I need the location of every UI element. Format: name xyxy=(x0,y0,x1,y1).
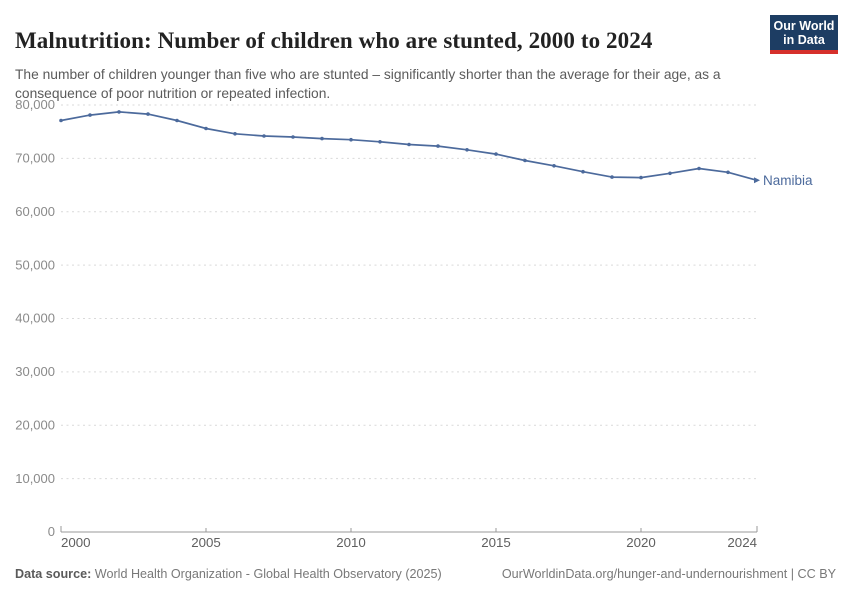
data-point-marker xyxy=(465,148,469,152)
data-point-marker xyxy=(552,164,556,168)
data-point-marker xyxy=(610,175,614,179)
y-tick-label: 60,000 xyxy=(15,204,55,219)
data-point-marker xyxy=(291,135,295,139)
y-tick-label: 10,000 xyxy=(15,471,55,486)
data-point-marker xyxy=(146,112,150,116)
data-point-marker xyxy=(726,170,730,175)
y-tick-label: 0 xyxy=(48,524,55,539)
footer-data-source: Data source: World Health Organization -… xyxy=(15,567,442,581)
data-point-marker xyxy=(88,113,92,117)
x-tick-label: 2015 xyxy=(481,535,511,550)
y-tick-label: 40,000 xyxy=(15,311,55,326)
x-tick-label: 2010 xyxy=(336,535,366,550)
x-tick-label: 2024 xyxy=(727,535,757,550)
data-point-marker xyxy=(581,169,585,174)
footer-link: OurWorldinData.org/hunger-and-undernouri… xyxy=(501,567,836,581)
page-title: Malnutrition: Number of children who are… xyxy=(15,28,653,54)
y-tick-label: 80,000 xyxy=(15,97,55,112)
chart-footer: Data source: World Health Organization -… xyxy=(15,567,836,581)
data-point-marker xyxy=(59,118,63,123)
logo-text-line1: Our World xyxy=(773,19,835,33)
data-point-marker xyxy=(320,136,324,141)
x-tick-label: 2020 xyxy=(626,535,656,550)
entity-label: Namibia xyxy=(763,173,813,188)
x-tick-label: 2005 xyxy=(191,535,221,550)
data-point-marker xyxy=(668,171,672,176)
y-tick-label: 20,000 xyxy=(15,417,55,432)
data-point-marker xyxy=(407,142,411,147)
y-tick-label: 50,000 xyxy=(15,257,55,272)
page-subtitle: The number of children younger than five… xyxy=(15,66,721,101)
x-tick-label: 2000 xyxy=(61,535,91,550)
data-point-marker xyxy=(697,166,701,171)
y-tick-label: 70,000 xyxy=(15,151,55,166)
data-point-marker xyxy=(117,110,121,114)
data-point-marker xyxy=(639,175,643,180)
data-point-marker xyxy=(494,152,498,156)
data-point-marker xyxy=(175,118,179,123)
data-source-label: Data source: xyxy=(15,567,92,581)
data-point-marker xyxy=(436,144,440,148)
data-source-value: World Health Organization - Global Healt… xyxy=(91,567,442,581)
data-point-marker xyxy=(233,132,237,136)
data-point-marker xyxy=(262,134,266,138)
y-tick-label: 30,000 xyxy=(15,364,55,379)
data-point-marker xyxy=(378,140,382,144)
data-point-marker xyxy=(349,137,353,142)
data-point-marker xyxy=(204,126,208,131)
owid-logo: Our World in Data xyxy=(770,15,838,54)
data-point-marker xyxy=(523,158,527,163)
logo-text-line2: in Data xyxy=(783,33,825,47)
line-end-arrow xyxy=(754,177,760,184)
